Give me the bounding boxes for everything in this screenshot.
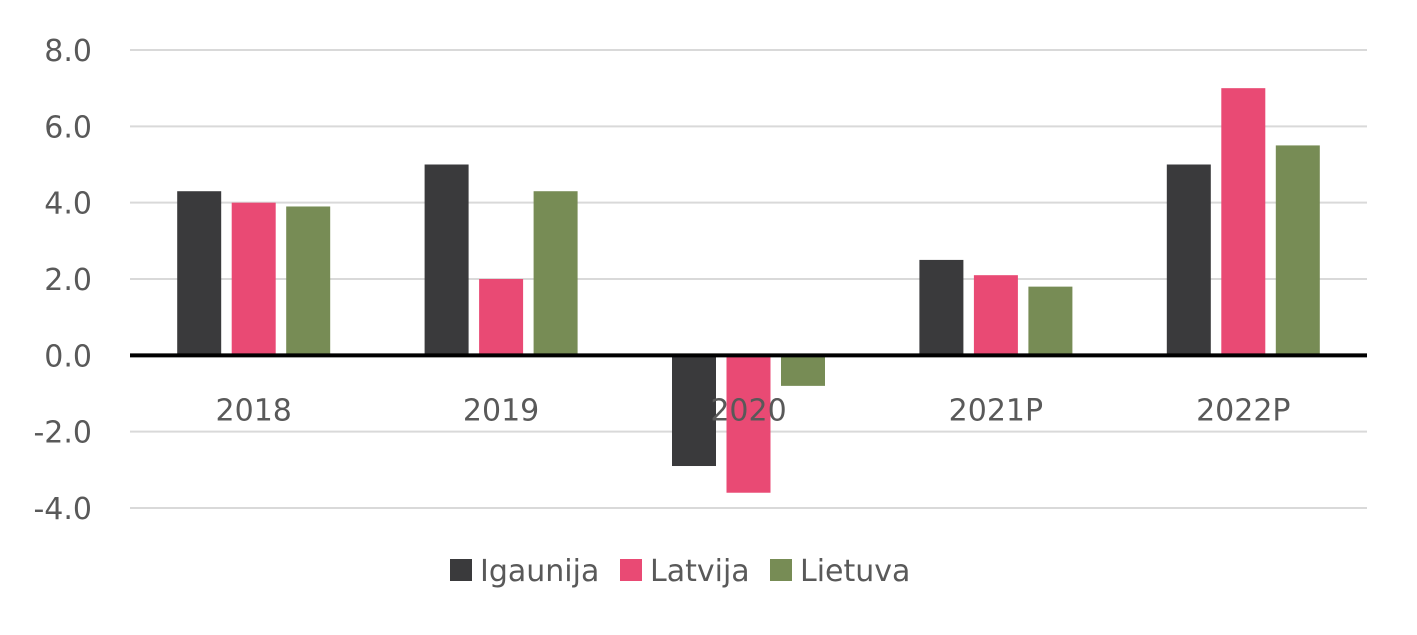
bar-lietuva-2018: [286, 206, 331, 356]
y-tick-label: 8.0: [44, 34, 92, 69]
x-category-label: 2021P: [949, 393, 1043, 428]
y-tick-label: -2.0: [33, 416, 92, 451]
bar-igaunija-2022p: [1166, 164, 1211, 356]
y-axis-ticks: 8.0 6.0 4.0 2.0 0.0 -2.0 -4.0: [33, 34, 92, 527]
legend: Igaunija Latvija Lietuva: [450, 554, 910, 589]
bar-lietuva-2021p: [1028, 286, 1073, 356]
bar-latvija-2018: [231, 202, 276, 356]
y-tick-label: 4.0: [44, 187, 92, 222]
bar-igaunija-2019: [424, 164, 469, 356]
bar-lietuva-2019: [533, 191, 578, 356]
bar-igaunija-2020: [672, 355, 716, 467]
bar-igaunija-2021p: [919, 259, 964, 356]
y-tick-label: 0.0: [44, 339, 92, 374]
bar-latvija-2021p: [973, 275, 1018, 356]
legend-swatch-igaunija: [450, 559, 472, 581]
bar-latvija-2022p: [1221, 88, 1266, 356]
bar-lietuva-2022p: [1275, 145, 1320, 356]
bar-igaunija-2018: [177, 191, 222, 356]
legend-swatch-lietuva: [770, 559, 792, 581]
x-category-label: 2020: [710, 393, 786, 428]
legend-swatch-latvija: [620, 559, 642, 581]
y-tick-label: 2.0: [44, 263, 92, 298]
y-tick-label: 6.0: [44, 110, 92, 145]
legend-label-latvija: Latvija: [650, 554, 750, 589]
bar-lietuva-2020: [781, 355, 825, 386]
bars: [177, 88, 1320, 493]
legend-label-lietuva: Lietuva: [800, 554, 910, 589]
bar-latvija-2019: [479, 279, 524, 356]
x-category-label: 2018: [216, 393, 292, 428]
bar-latvija-2020: [726, 355, 771, 493]
category-labels: 2018 2019 2020 2021P 2022P: [216, 393, 1291, 428]
legend-label-igaunija: Igaunija: [480, 554, 599, 589]
x-category-label: 2022P: [1196, 393, 1290, 428]
y-tick-label: -4.0: [33, 492, 92, 527]
x-category-label: 2019: [463, 393, 539, 428]
